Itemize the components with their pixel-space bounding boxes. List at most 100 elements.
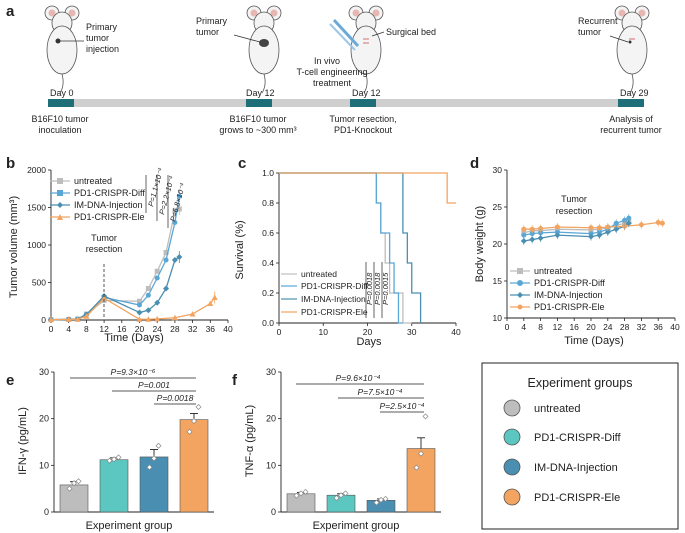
panel-label-a: a [6,3,15,20]
annotation-recurrent: Recurrent tumor [578,16,618,37]
timeline-event-3-line1: Tumor resection, [329,114,396,124]
y-tick-label: 30 [39,367,49,377]
series-line-0 [50,208,180,321]
c-pvalue-1: P=0.0018 [365,272,374,305]
timeline-event-2-line2: grows to ~300 mm³ [219,125,296,135]
timeline-marker-day12a [246,99,272,107]
b-legend-ele: PD1-CRISPR-Ele [74,212,145,222]
bar-IM-DNA-Injection [139,456,169,513]
bar-untreated [59,484,89,513]
x-tick-label: 24 [152,324,162,334]
y-tick-label: 0.0 [262,318,274,328]
mouse-icon-day0 [44,5,80,94]
data-point [298,490,304,497]
series-line-1 [523,217,630,236]
f-plot [286,413,436,513]
f-pvalue-1: P=9.6×10⁻⁴ [335,373,380,383]
data-point [154,299,161,306]
data-point [155,442,162,449]
y-tick-label: 20 [266,414,276,424]
data-point [338,492,344,499]
y-tick-label: 20 [39,414,49,424]
y-tick-label: 20 [493,239,503,249]
timeline-event-4-line2: recurrent tumor [600,125,662,135]
b-annotation-line2: resection [86,244,123,254]
data-point [66,485,73,492]
data-point [163,285,170,292]
data-point [195,404,202,410]
series-line-3 [279,172,456,204]
e-plot [59,404,209,513]
y-tick-label: 15 [493,276,503,286]
e-ticks: 0 10 20 30 [39,367,54,517]
d-xlabel: Time (Days) [564,335,623,347]
x-tick-label: 32 [188,324,198,334]
mouse-icon-day29 [614,5,650,94]
b-xlabel: Time (Days) [104,332,163,344]
x-tick-label: 28 [620,322,630,332]
timeline-event-1-line1: B16F10 tumor [31,114,88,124]
data-point [171,257,178,263]
panel-d: d Time (Days) Body weight (g) 0 4 8 12 16 20 2… [470,155,680,347]
data-point [146,464,153,471]
x-tick-label: 12 [553,322,563,332]
b-plot [48,190,218,323]
x-tick-label: 20 [586,322,596,332]
series-line-0 [523,221,630,234]
b-pvalue-brackets [145,175,169,228]
b-legend-marker-inj [57,202,63,208]
panel-a: a Day 0 Day 12 Day 12 Day 29 B16F10 tumo… [6,3,662,135]
data-point [373,499,380,506]
bar-PD1-CRISPR-Ele [179,419,209,513]
y-tick-label: 10 [493,313,503,323]
data-point [145,316,152,322]
data-point [137,298,142,304]
x-tick-label: 40 [670,322,680,332]
d-legend-untreated: untreated [534,266,572,276]
annotation-primary-tumor: Primary tumor [196,16,227,37]
f-pvalue-2: P=7.5×10⁻⁴ [357,387,402,397]
c-xlabel: Days [356,336,382,348]
e-pvalue-3: P=0.0018 [157,393,194,403]
experiment-groups-legend: Experiment groups untreated PD1-CRISPR-D… [481,362,679,530]
data-point [422,413,429,420]
y-tick-label: 10 [39,460,49,470]
annotation-in-vivo: In vivo [314,56,340,66]
annotation-treatment: treatment [313,78,352,88]
legend-swatch-diff [503,428,521,446]
data-point [83,313,90,319]
data-point [171,314,178,321]
x-tick-label: 32 [637,322,647,332]
data-point [48,316,54,323]
timeline-event-4-line1: Analysis of [609,114,653,124]
timeline-day-0: Day 0 [50,88,74,98]
d-legend-marker-untreated [517,268,523,274]
b-ylabel: Tumor volume (mm³) [8,196,20,298]
data-point [74,316,81,322]
data-point [163,257,169,263]
data-point [154,315,161,322]
mouse-icon-day12b [348,5,384,94]
annotation-surgical-bed: Surgical bed [386,27,436,37]
data-point [333,495,340,501]
x-tick-label: 4 [521,322,526,332]
x-tick-label: 28 [170,324,180,334]
y-tick-label: 0.4 [262,258,274,268]
data-point [151,455,157,462]
c-pvalue-3: P=0.0015 [381,272,390,305]
series-line-2 [523,222,630,242]
data-point [418,450,424,457]
series-line-1 [279,172,403,324]
timeline-event-3-line2: PD1-Knockout [334,125,393,135]
data-point [65,316,72,322]
f-ticks: 0 10 20 30 [266,367,281,517]
x-tick-label: 16 [569,322,579,332]
panel-c: c Days Survival (%) 0 10 20 30 40 0.0 0.2 0.4 0.… [234,155,461,348]
d-legend-inj: IM-DNA-Injection [534,290,603,300]
e-pvalue-1: P=9.3×10⁻⁶ [111,367,156,377]
y-tick-label: 10 [266,460,276,470]
x-tick-label: 8 [84,324,89,334]
data-point [293,492,300,499]
x-tick-label: 20 [135,324,145,334]
d-legend-marker-diff [517,280,523,286]
